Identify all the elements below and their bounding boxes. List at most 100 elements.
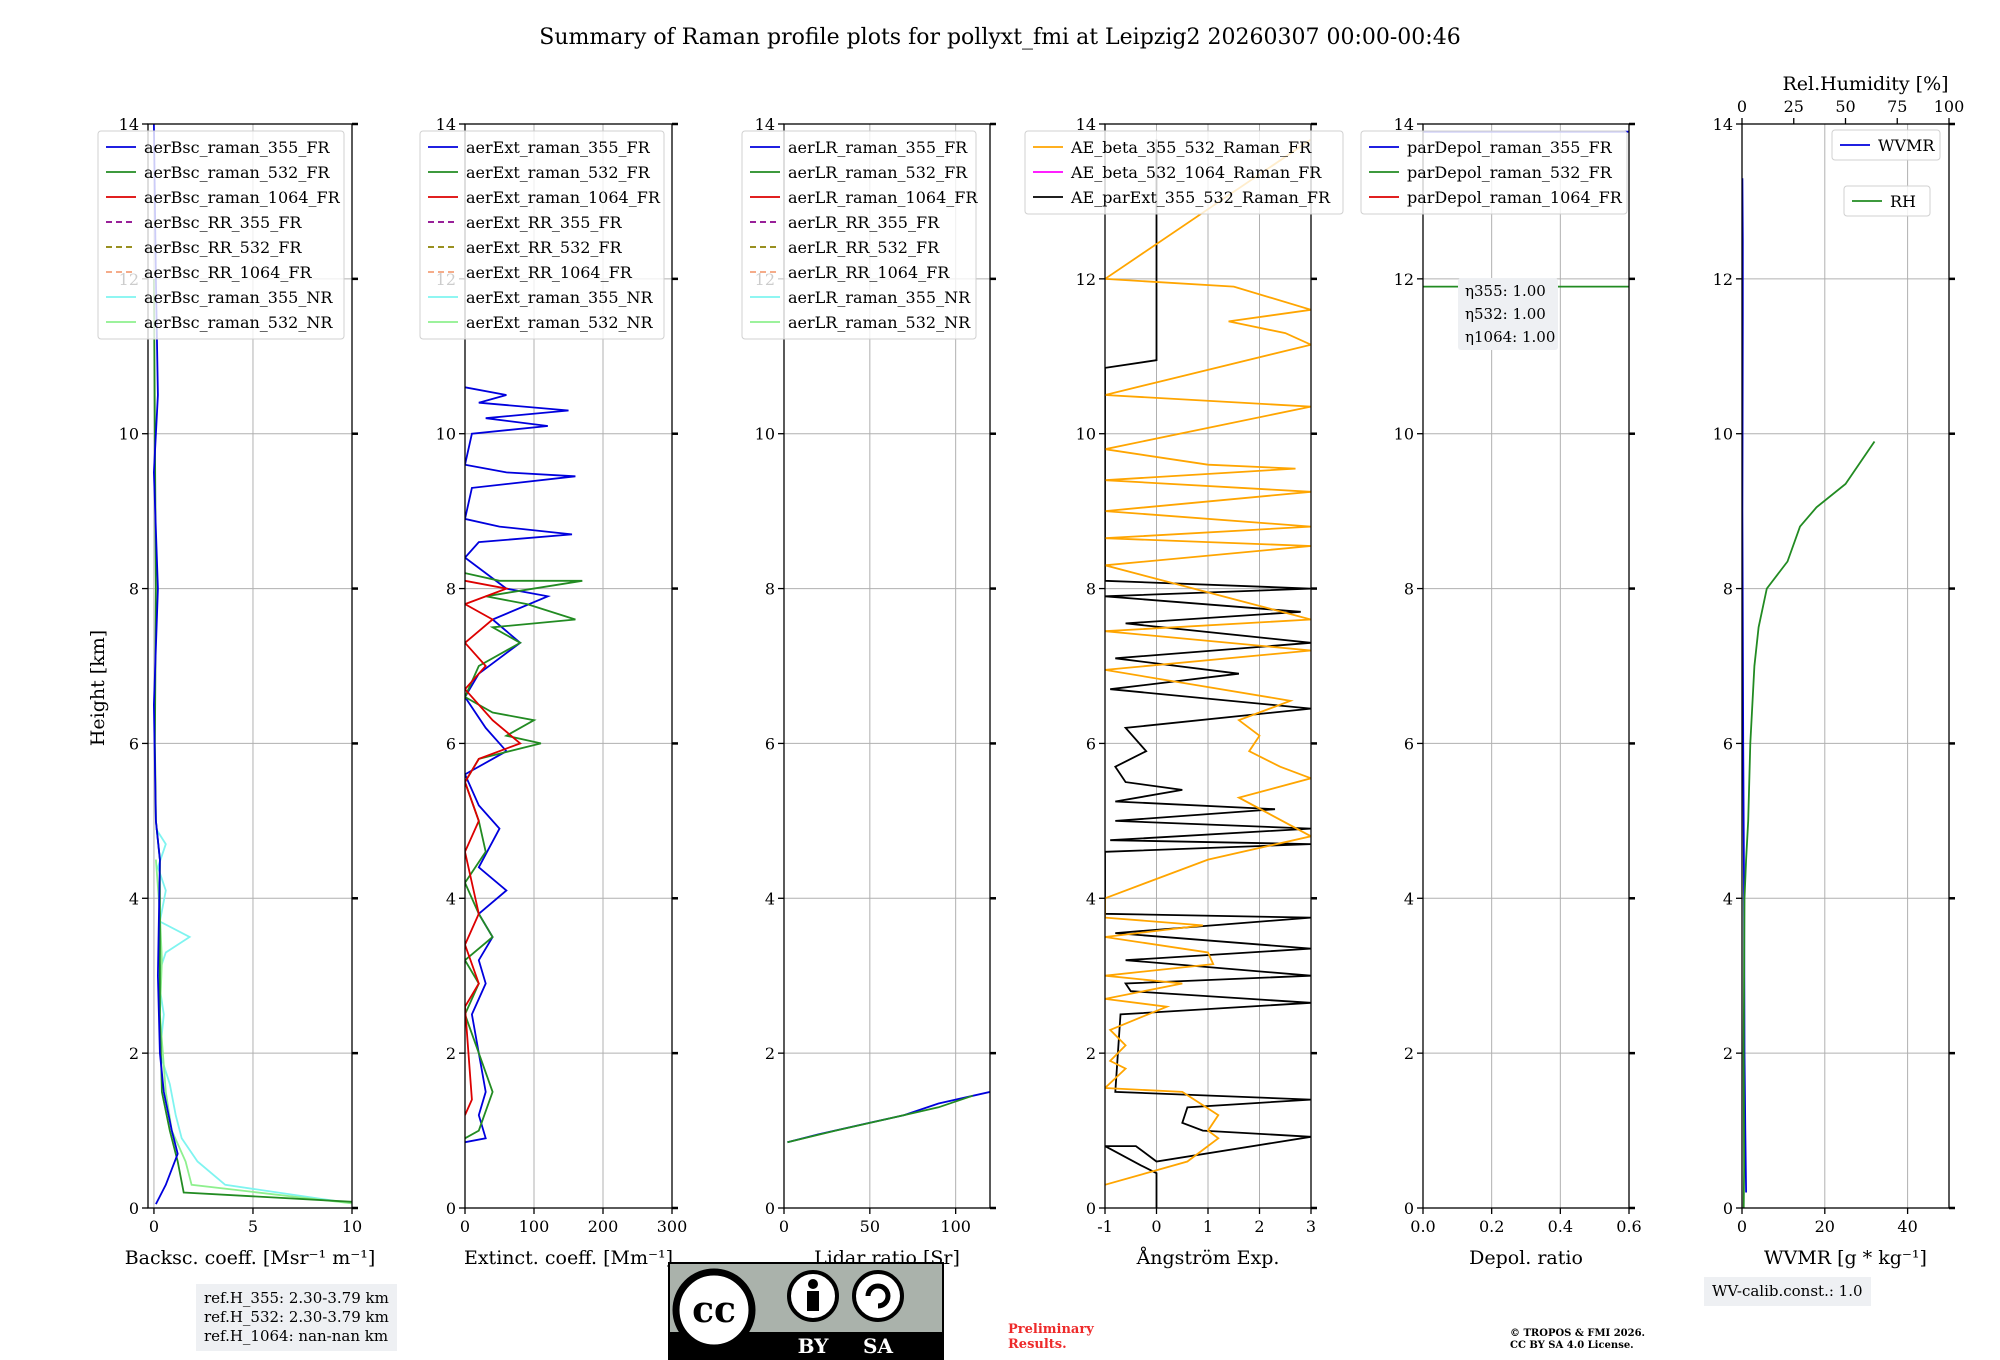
y-tick-label: 8 bbox=[1723, 580, 1733, 599]
legend-box bbox=[1024, 130, 1344, 215]
y-tick-label: 8 bbox=[1086, 580, 1096, 599]
y-tick-label: 2 bbox=[1404, 1044, 1414, 1063]
legend-entry: aerLR_raman_355_NR bbox=[788, 288, 971, 307]
x-tick-label: 0 bbox=[779, 1217, 789, 1236]
legend-entry: aerExt_RR_355_FR bbox=[466, 213, 623, 232]
x-tick-label: 0 bbox=[1151, 1217, 1161, 1236]
ref-h-1064: ref.H_1064: nan-nan km bbox=[204, 1327, 389, 1345]
legend-entry: aerExt_raman_1064_FR bbox=[466, 188, 661, 207]
copyright-line-1: © TROPOS & FMI 2026. bbox=[1510, 1328, 1646, 1339]
wv-calib-box: WV-calib.const.: 1.0 bbox=[1704, 1277, 1871, 1306]
x-tick-label: 300 bbox=[657, 1217, 688, 1236]
series-group bbox=[787, 1091, 990, 1144]
legend-entry: aerLR_raman_532_NR bbox=[788, 313, 971, 332]
ref-h-355: ref.H_355: 2.30-3.79 km bbox=[204, 1289, 389, 1307]
y-tick-label: 4 bbox=[446, 889, 456, 908]
panel-backscatter: 024681012140510Backsc. coeff. [Msr⁻¹ m⁻¹… bbox=[97, 115, 376, 1269]
x-tick-label: 0.4 bbox=[1548, 1217, 1573, 1236]
panel-extinction: 024681012140100200300Extinct. coeff. [Mm… bbox=[419, 115, 688, 1269]
x-tick-label: 40 bbox=[1897, 1217, 1917, 1236]
eta-annotation: η355: 1.00 bbox=[1465, 282, 1546, 300]
y-tick-label: 6 bbox=[765, 734, 775, 753]
copyright-note: © TROPOS & FMI 2026. CC BY SA 4.0 Licens… bbox=[1510, 1328, 1645, 1352]
by-person-body bbox=[807, 1291, 819, 1311]
x-tick-label: 0.0 bbox=[1410, 1217, 1435, 1236]
series-aerBsc_raman_532_FR bbox=[153, 278, 352, 1203]
y-tick-label: 4 bbox=[129, 889, 139, 908]
x-tick-label: 5 bbox=[248, 1217, 258, 1236]
y-tick-label: 10 bbox=[1713, 425, 1733, 444]
plot-frame bbox=[783, 123, 991, 1209]
x-tick-label: 0 bbox=[1737, 1217, 1747, 1236]
x-axis-label: WVMR [g * kg⁻¹] bbox=[1764, 1247, 1927, 1269]
y-tick-label: 2 bbox=[765, 1044, 775, 1063]
top-x-tick-label: 75 bbox=[1887, 97, 1907, 116]
y-tick-label: 4 bbox=[1404, 889, 1414, 908]
y-tick-label: 8 bbox=[765, 580, 775, 599]
y-tick-label: 10 bbox=[436, 425, 456, 444]
y-tick-label: 12 bbox=[1394, 270, 1414, 289]
y-tick-label: 10 bbox=[1394, 425, 1414, 444]
panel-depol: 0 2 4 6 8 10 12 14 0.0 0.2 0.4 0.6 Depol. ratio parDe… bbox=[1360, 115, 1642, 1269]
x-tick-label: 0.6 bbox=[1616, 1217, 1641, 1236]
x-tick-label: 50 bbox=[860, 1217, 880, 1236]
y-tick-label: 0 bbox=[446, 1199, 456, 1218]
y-tick-label: 0 bbox=[1086, 1199, 1096, 1218]
eta-box bbox=[1458, 278, 1558, 350]
series-AE_beta_355_532_Raman_FR bbox=[1105, 138, 1311, 1186]
x-axis-label: Backsc. coeff. [Msr⁻¹ m⁻¹] bbox=[125, 1247, 376, 1269]
y-tick-label: 14 bbox=[119, 115, 139, 134]
y-axis-label: Height [km] bbox=[87, 630, 109, 746]
legend-entry: RH bbox=[1890, 192, 1916, 211]
legend-entry: aerBsc_raman_355_FR bbox=[144, 138, 330, 157]
plot-frame bbox=[1741, 123, 1950, 1209]
preliminary-line-1: Preliminary bbox=[1008, 1322, 1094, 1337]
sa-arrow-icon bbox=[865, 1283, 891, 1309]
x-axis-label: Extinct. coeff. [Mm⁻¹] bbox=[464, 1247, 673, 1269]
y-tick-label: 14 bbox=[1394, 115, 1414, 134]
legend-entry: AE_parExt_355_532_Raman_FR bbox=[1070, 188, 1331, 207]
legend-entry: aerExt_RR_1064_FR bbox=[466, 263, 633, 282]
preliminary-line-2: Results. bbox=[1008, 1337, 1067, 1352]
top-x-tick-label: 25 bbox=[1784, 97, 1804, 116]
legend-box bbox=[1831, 129, 1941, 161]
legend-box bbox=[97, 130, 345, 340]
reference-height-box: ref.H_355: 2.30-3.79 km ref.H_532: 2.30-… bbox=[196, 1284, 397, 1351]
x-tick-label: -1 bbox=[1097, 1217, 1113, 1236]
legend-entry: aerExt_raman_532_NR bbox=[466, 313, 654, 332]
y-tick-label: 0 bbox=[1723, 1199, 1733, 1218]
legend-entry: aerLR_raman_355_FR bbox=[788, 138, 968, 157]
legend-entry: aerBsc_RR_355_FR bbox=[144, 213, 302, 232]
y-tick-label: 8 bbox=[446, 580, 456, 599]
legend-entry: AE_beta_532_1064_Raman_FR bbox=[1070, 163, 1322, 182]
cc-letters: cc bbox=[692, 1289, 736, 1331]
series-aerExt_raman_1064_FR bbox=[465, 579, 522, 1116]
legend-entry: aerLR_raman_532_FR bbox=[788, 163, 968, 182]
legend-box bbox=[1843, 185, 1931, 217]
legend-entry: aerExt_raman_355_FR bbox=[466, 138, 651, 157]
legend-entry: aerBsc_raman_355_NR bbox=[144, 288, 333, 307]
y-tick-label: 2 bbox=[1723, 1044, 1733, 1063]
legend-box bbox=[741, 130, 977, 340]
legend-entry: aerBsc_raman_532_NR bbox=[144, 313, 333, 332]
preliminary-results-note: Preliminary Results. bbox=[1008, 1322, 1094, 1352]
legend-entry: aerLR_RR_1064_FR bbox=[788, 263, 950, 282]
y-tick-label: 2 bbox=[129, 1044, 139, 1063]
top-x-tick-label: 100 bbox=[1934, 97, 1965, 116]
series-aerBsc_raman_532_NR bbox=[155, 859, 352, 1205]
y-tick-label: 0 bbox=[1404, 1199, 1414, 1218]
eta-annotation: η1064: 1.00 bbox=[1465, 328, 1555, 346]
top-x-axis-label: Rel.Humidity [%] bbox=[1782, 73, 1948, 95]
legend-entry: aerLR_RR_532_FR bbox=[788, 238, 940, 257]
y-tick-label: 14 bbox=[755, 115, 775, 134]
y-tick-label: 4 bbox=[765, 889, 775, 908]
series-AE_parExt_355_532_Raman_FR bbox=[1105, 139, 1311, 1208]
x-axis-label: Ångström Exp. bbox=[1136, 1247, 1280, 1269]
y-tick-label: 10 bbox=[119, 425, 139, 444]
y-tick-label: 8 bbox=[129, 580, 139, 599]
x-tick-label: 3 bbox=[1306, 1217, 1316, 1236]
copyright-line-2: CC BY SA 4.0 License. bbox=[1510, 1340, 1634, 1351]
sa-share-icon bbox=[852, 1270, 904, 1322]
legend-entry: aerExt_raman_532_FR bbox=[466, 163, 651, 182]
